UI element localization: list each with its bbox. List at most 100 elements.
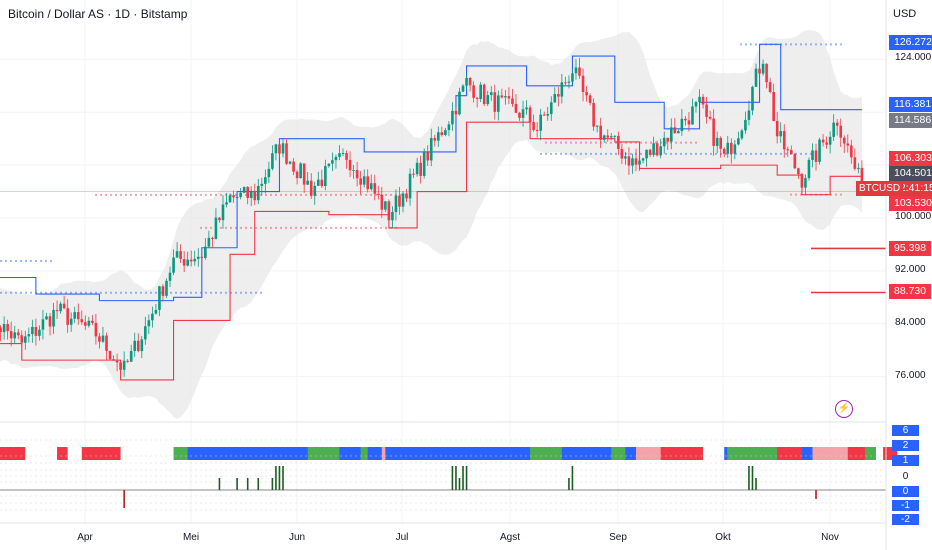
signal-spike <box>271 478 274 490</box>
candle-body <box>835 122 839 126</box>
candle-body <box>560 82 564 97</box>
indicator-tick: 6 <box>892 425 919 436</box>
candle-body <box>542 114 546 116</box>
candle-body <box>6 324 9 332</box>
state-bar <box>0 439 898 511</box>
candle-body <box>285 143 288 164</box>
candle-body <box>52 309 55 327</box>
candle-body <box>394 195 398 212</box>
x-label-jul: Jul <box>395 532 409 543</box>
candle-body <box>179 251 182 259</box>
candle-body <box>860 167 864 189</box>
candle-body <box>429 138 433 161</box>
candle-body <box>708 116 712 119</box>
candle-body <box>719 137 723 149</box>
candle-body <box>588 95 592 103</box>
signal-spike <box>246 478 249 490</box>
candle-body <box>108 350 112 360</box>
state-segment <box>385 447 534 460</box>
candle-body <box>451 110 454 125</box>
candle-body <box>726 142 730 154</box>
candle-body <box>334 156 338 161</box>
candle-body <box>528 107 532 123</box>
candle-body <box>278 144 281 154</box>
candle-body <box>228 195 232 203</box>
signal-spike <box>815 490 817 499</box>
price-label-126272: 126.272 <box>889 35 932 50</box>
candle-body <box>437 132 440 141</box>
state-segment <box>530 447 566 460</box>
candle-body <box>200 256 204 258</box>
x-label-okt: Okt <box>715 532 731 543</box>
candle-body <box>691 106 694 125</box>
candle-body <box>857 167 860 169</box>
candle-body <box>828 136 832 145</box>
state-segment <box>635 447 665 460</box>
lower-channel-line <box>0 121 862 381</box>
candle-body <box>701 96 705 105</box>
candle-body <box>144 326 147 340</box>
candle-body <box>602 135 606 140</box>
candle-body <box>581 75 585 92</box>
candle-body <box>48 316 52 327</box>
state-segment <box>173 447 192 460</box>
candle-body <box>193 258 197 262</box>
candle-body <box>422 151 426 176</box>
candle-body <box>461 85 465 92</box>
x-label-mei: Mei <box>182 532 200 543</box>
candle-body <box>511 98 514 104</box>
candle-body <box>744 119 747 131</box>
candle-body <box>482 84 486 105</box>
candle-body <box>34 326 38 336</box>
state-segment <box>777 447 806 460</box>
candle-body <box>359 178 362 185</box>
candle-body <box>705 104 708 117</box>
indicator-tick: -1 <box>892 500 919 511</box>
candle-body <box>31 326 34 335</box>
symbol-tag[interactable]: BTCUSD <box>856 181 904 196</box>
candle-body <box>677 131 680 134</box>
candle-body <box>264 177 267 184</box>
candle-body <box>666 137 670 142</box>
lightning-icon[interactable]: ⚡ <box>835 400 853 418</box>
signal-spike <box>748 466 750 490</box>
y-tick: 92.000 <box>895 264 926 275</box>
candle-body <box>797 168 800 174</box>
candle-body <box>599 125 602 140</box>
signal-spike <box>465 466 468 490</box>
candle-body <box>316 179 320 186</box>
candle-body <box>479 84 482 100</box>
candle-body <box>514 103 518 113</box>
candle-body <box>832 122 835 137</box>
candle-body <box>302 163 306 185</box>
candle-body <box>373 183 377 194</box>
candle-body <box>327 163 331 167</box>
candle-body <box>772 92 775 121</box>
candle-body <box>574 67 578 74</box>
x-label-apr: Apr <box>77 532 93 543</box>
state-segment <box>367 447 386 460</box>
currency-label[interactable]: USD <box>893 8 917 20</box>
x-label-sep: Sep <box>609 532 627 543</box>
state-segment <box>307 447 343 460</box>
y-tick: 124.000 <box>895 52 932 63</box>
candle-body <box>391 211 394 221</box>
candle-body <box>175 251 179 258</box>
price-label-104501: 104.501 <box>889 166 932 181</box>
candle-body <box>500 95 504 98</box>
signal-spike <box>218 478 221 490</box>
candle-body <box>267 168 271 178</box>
candle-body <box>165 280 168 296</box>
candle-body <box>13 332 17 339</box>
candle-body <box>211 237 214 239</box>
candle-body <box>214 217 218 239</box>
candle-body <box>41 319 45 330</box>
candle-body <box>345 152 348 160</box>
upper-channel-line <box>0 43 862 302</box>
candle-body <box>112 359 115 361</box>
x-label-nov: Nov <box>821 532 839 543</box>
candle-body <box>313 185 317 196</box>
candle-body <box>444 130 447 136</box>
candle-body <box>458 91 461 115</box>
